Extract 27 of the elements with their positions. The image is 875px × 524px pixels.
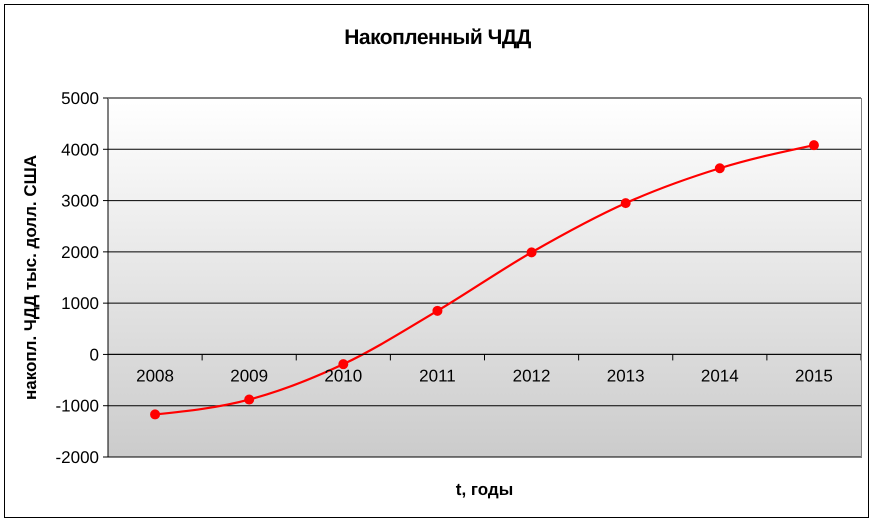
y-axis-title: накопл. ЧДД тыс. долл. США [20, 155, 40, 400]
x-tick-label: 2015 [795, 366, 833, 386]
y-tick-label: 4000 [61, 140, 99, 160]
y-tick-label: -2000 [56, 448, 99, 468]
point [620, 198, 631, 208]
point [150, 409, 160, 420]
x-tick-label: 2013 [606, 366, 645, 386]
y-tick-label: 2000 [61, 242, 99, 262]
x-axis-title: t, годы [456, 480, 514, 499]
point [808, 140, 819, 150]
point [338, 359, 348, 370]
chart-title: Накопленный ЧДД [343, 26, 532, 50]
y-tick-label: -1000 [56, 396, 99, 416]
y-tick-label: 0 [90, 345, 99, 364]
y-tick-label: 5000 [61, 89, 99, 108]
x-tick-label: 2012 [512, 366, 550, 386]
x-tick-label: 2010 [324, 366, 362, 386]
y-tick-label: 1000 [61, 294, 99, 314]
point [244, 394, 254, 405]
x-tick-label: 2014 [700, 366, 739, 386]
x-tick-label: 2009 [230, 366, 268, 386]
point [714, 163, 725, 174]
x-tick-label: 2008 [136, 366, 174, 386]
x-tick-label: 2011 [419, 366, 456, 386]
point [526, 247, 537, 258]
y-tick-label: 3000 [61, 192, 99, 211]
point [432, 306, 442, 316]
